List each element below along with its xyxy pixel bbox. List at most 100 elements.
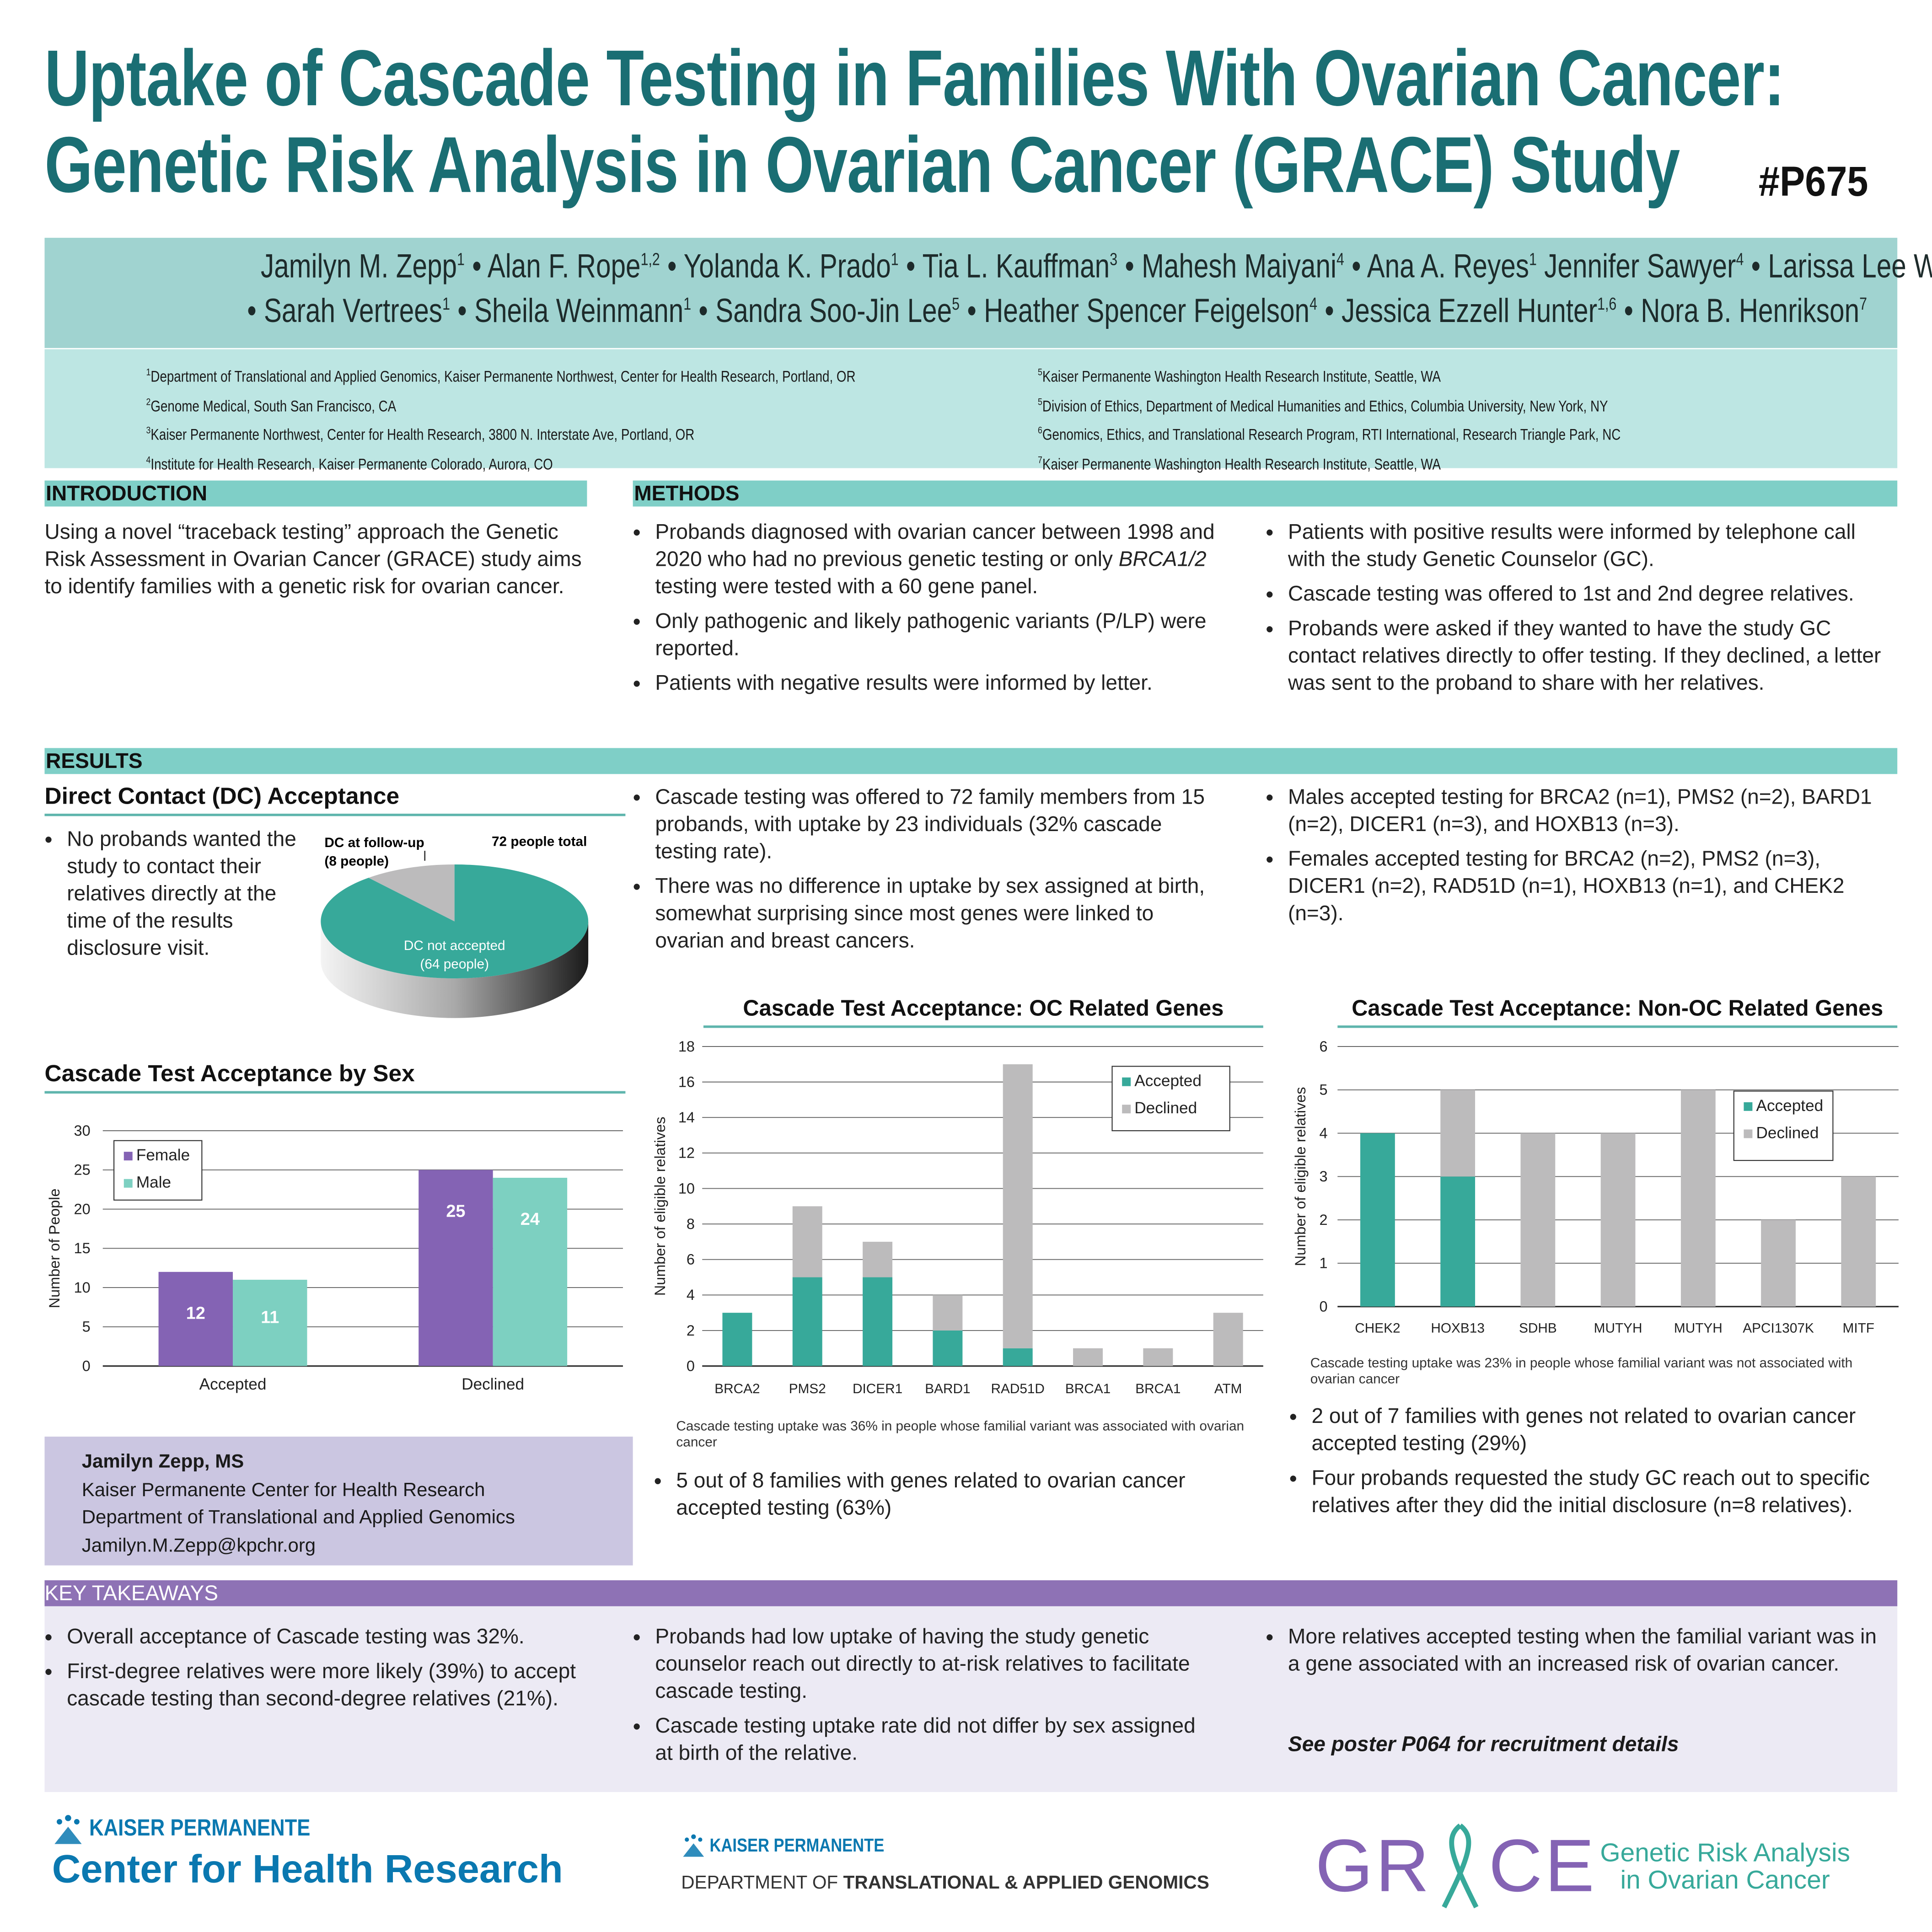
- affiliation: 7Kaiser Permanente Washington Health Res…: [1038, 448, 1621, 478]
- results-bullet: There was no difference in uptake by sex…: [633, 873, 1215, 955]
- author-separator: •: [1616, 292, 1641, 330]
- bar-declined: [1761, 1220, 1796, 1307]
- methods-list-1: Probands diagnosed with ovarian cancer b…: [633, 519, 1215, 705]
- bar-accepted: [1360, 1133, 1395, 1307]
- oc-genes-bar-chart: 0 2 4 6 8 10 12 14 16 18 Number of eligible relati…: [652, 1038, 1263, 1396]
- pie-label: (8 people): [324, 854, 389, 869]
- bar-declined: [1680, 1089, 1716, 1307]
- grace-logo-left: GR: [1315, 1824, 1432, 1907]
- y-tick-label: 25: [74, 1162, 91, 1178]
- x-tick-label: APCI1307K: [1743, 1320, 1814, 1336]
- results-mid-bullets: Cascade testing was offered to 72 family…: [633, 784, 1215, 962]
- x-tick-label: ATM: [1214, 1381, 1242, 1396]
- bar-female: [158, 1272, 233, 1366]
- affiliations-band: 1Department of Translational and Applied…: [44, 349, 1898, 473]
- results-bullet: 5 out of 8 families with genes related t…: [654, 1468, 1249, 1522]
- legend-swatch: [123, 1152, 133, 1161]
- legend-label: Accepted: [1134, 1072, 1202, 1090]
- title-line-2: Genetic Risk Analysis in Ovarian Cancer …: [44, 120, 1680, 209]
- author-name: Mahesh Maiyani: [1142, 247, 1336, 285]
- author-name: Tia L. Kauffman: [922, 247, 1110, 285]
- author-separator: •: [464, 247, 488, 285]
- x-tick-label: BARD1: [925, 1381, 970, 1396]
- takeaway-bullet: Cascade testing uptake rate did not diff…: [633, 1713, 1215, 1767]
- authors-band: Jamilyn M. Zepp1 • Alan F. Rope1,2 • Yol…: [44, 237, 1932, 348]
- y-axis-title: Number of eligible relatives: [652, 1116, 668, 1296]
- author-affiliation-number: 1: [442, 293, 450, 314]
- affiliation-number: 3: [146, 425, 151, 436]
- author-name: Alan F. Rope: [487, 247, 641, 285]
- pie-label: (64 people): [420, 956, 489, 971]
- kp-chr-logo: KAISER PERMANENTE Center for Health Rese…: [52, 1814, 563, 1893]
- affiliation-text: Kaiser Permanente Washington Health Rese…: [1042, 368, 1441, 386]
- y-tick-label: 18: [678, 1038, 695, 1055]
- y-tick-label: 2: [1320, 1212, 1328, 1228]
- data-label: 12: [186, 1304, 205, 1323]
- affiliation-text: Genomics, Ethics, and Translational Rese…: [1042, 426, 1621, 444]
- x-tick-label: MUTYH: [1594, 1320, 1642, 1336]
- bar-declined: [792, 1206, 822, 1277]
- author-separator: •: [898, 247, 923, 285]
- methods-bullet: Probands were asked if they wanted to ha…: [1266, 616, 1885, 698]
- author-name: Sandra Soo-Jin Lee: [715, 292, 952, 330]
- author-name: • Sarah Vertrees: [247, 292, 443, 330]
- dept-name: TRANSLATIONAL & APPLIED GENOMICS: [843, 1873, 1209, 1894]
- author-separator: •: [1744, 247, 1768, 285]
- x-tick-label: Accepted: [199, 1375, 267, 1393]
- oc-caption: Cascade testing uptake was 36% in people…: [676, 1419, 1245, 1450]
- sex-chart-heading: Cascade Test Acceptance by Sex: [44, 1061, 626, 1094]
- results-right-bullets: Males accepted testing for BRCA2 (n=1), …: [1266, 784, 1885, 935]
- x-tick-label: MUTYH: [1674, 1320, 1723, 1336]
- title-line-1: Uptake of Cascade Testing in Families Wi…: [44, 33, 1784, 123]
- bar-female: [419, 1170, 493, 1366]
- dc-heading: Direct Contact (DC) Acceptance: [44, 784, 626, 816]
- poster-number: #P675: [1758, 158, 1868, 206]
- oc-chart-title: Cascade Test Acceptance: OC Related Gene…: [703, 996, 1263, 1028]
- affiliation: 2Genome Medical, South San Francisco, CA: [146, 390, 856, 419]
- author-affiliation-number: 1: [683, 293, 692, 314]
- bar-declined: [1003, 1064, 1033, 1348]
- grace-full-line-2: in Ovarian Cancer: [1620, 1866, 1830, 1895]
- authors-line-2: • Sarah Vertrees1 • Sheila Weinmann1 • S…: [44, 292, 1897, 331]
- author-name: Jamilyn M. Zepp: [261, 247, 457, 285]
- dc-bullets: No probands wanted the study to contact …: [44, 826, 298, 970]
- affiliation-text: Institute for Health Research, Kaiser Pe…: [150, 456, 553, 473]
- pie-slice: [368, 864, 455, 922]
- y-tick-label: 2: [687, 1322, 695, 1339]
- y-tick-label: 0: [1320, 1298, 1328, 1315]
- nonoc-chart-title: Cascade Test Acceptance: Non-OC Related …: [1337, 996, 1898, 1028]
- author-affiliation-number: 1,6: [1597, 293, 1617, 314]
- author-affiliation-number: 4: [1736, 249, 1744, 269]
- author-name: Larissa Lee White: [1768, 247, 1932, 285]
- author-affiliation-number: 4: [1336, 249, 1344, 269]
- contact-email[interactable]: Jamilyn.M.Zepp@kpchr.org: [81, 1535, 316, 1556]
- chr-name: Center for Health Research: [52, 1846, 563, 1891]
- author-separator: •: [1344, 247, 1367, 285]
- author-affiliation-number: 1,2: [640, 249, 660, 269]
- grace-logo-right: CE: [1488, 1824, 1597, 1907]
- methods-bullet: Probands diagnosed with ovarian cancer b…: [633, 519, 1215, 601]
- legend-label: Male: [136, 1174, 171, 1191]
- author-affiliation-number: 3: [1110, 249, 1118, 269]
- bar-male: [233, 1279, 307, 1366]
- contact-org: Kaiser Permanente Center for Health Rese…: [81, 1479, 485, 1501]
- author-affiliation-number: 1: [1529, 249, 1537, 269]
- methods-heading: METHODS: [633, 480, 1898, 507]
- affiliation-number: 6: [1038, 425, 1042, 436]
- author-name: Ana A. Reyes: [1367, 247, 1530, 285]
- author-name: Nora B. Henrikson: [1641, 292, 1860, 330]
- bar-declined: [863, 1241, 893, 1277]
- author-affiliation-number: 1: [457, 249, 465, 269]
- ribbon-icon: [1442, 1823, 1479, 1909]
- affiliation: 6Genomics, Ethics, and Translational Res…: [1038, 419, 1621, 448]
- nonoc-bullets: 2 out of 7 families with genes not relat…: [1289, 1403, 1890, 1527]
- nonoc-caption: Cascade testing uptake was 23% in people…: [1310, 1356, 1853, 1387]
- data-label: 11: [261, 1308, 279, 1327]
- legend-label: Accepted: [1756, 1097, 1824, 1115]
- kp-name-2: KAISER PERMANENTE: [709, 1835, 885, 1856]
- bar-declined: [1520, 1133, 1556, 1307]
- pie-label: DC not accepted: [404, 938, 505, 953]
- affiliations-left: 1Department of Translational and Applied…: [146, 360, 856, 478]
- y-axis-title: Number of eligible relatives: [1292, 1087, 1309, 1266]
